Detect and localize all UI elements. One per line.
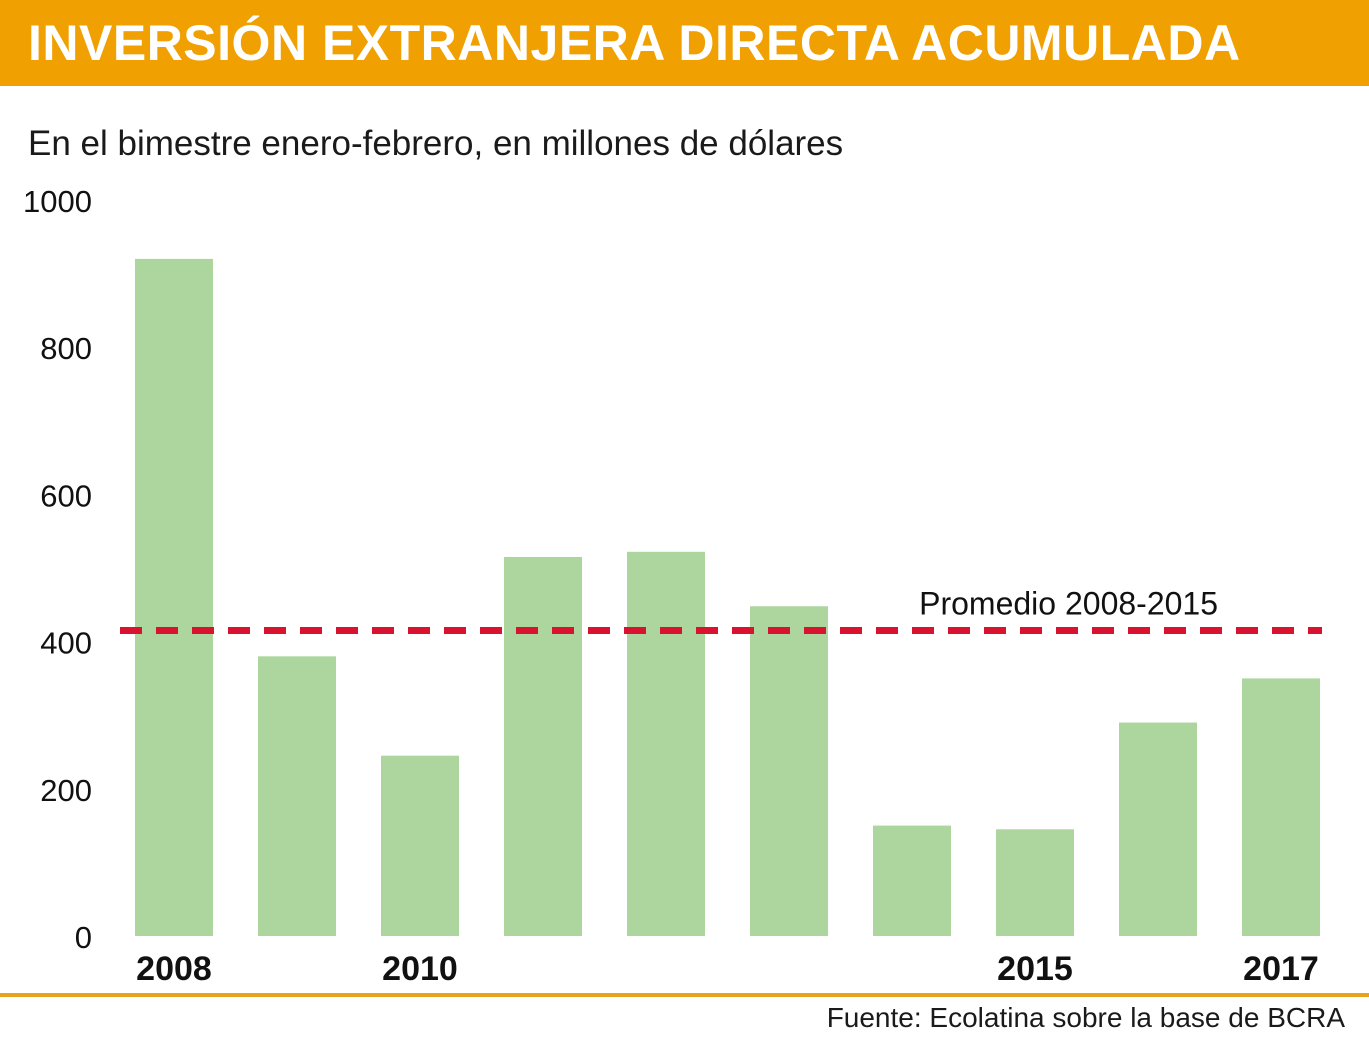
- bar-2012: [627, 551, 705, 936]
- chart-subtitle: En el bimestre enero-febrero, en millone…: [28, 124, 844, 163]
- x-tick-label: 2017: [1243, 950, 1319, 988]
- y-tick-label: 200: [40, 773, 92, 808]
- bar-2008: [135, 258, 213, 936]
- bar-2015: [996, 829, 1074, 936]
- bar-2009: [258, 656, 336, 936]
- bar-2017: [1242, 678, 1320, 936]
- bar-2011: [504, 556, 582, 936]
- chart-title: INVERSIÓN EXTRANJERA DIRECTA ACUMULADA: [28, 15, 1241, 71]
- bar-2013: [750, 606, 828, 936]
- y-tick-label: 1000: [23, 184, 92, 219]
- bars-group: [135, 258, 1320, 936]
- x-tick-label: 2010: [382, 950, 458, 988]
- header-band: [0, 0, 1369, 86]
- y-tick-label: 600: [40, 478, 92, 513]
- y-tick-label: 800: [40, 331, 92, 366]
- average-label: Promedio 2008-2015: [919, 586, 1218, 622]
- footer-rule: [0, 993, 1369, 997]
- x-tick-label: 2015: [997, 950, 1073, 988]
- y-tick-label: 0: [75, 920, 92, 955]
- x-tick-label: 2008: [136, 950, 212, 988]
- x-axis-ticks: 2008 2010 2015 2017: [136, 950, 1319, 988]
- bar-2016: [1119, 722, 1197, 936]
- y-tick-label: 400: [40, 626, 92, 661]
- y-axis-ticks: 0 200 400 600 800 1000: [23, 184, 92, 955]
- bar-2010: [381, 755, 459, 936]
- bar-2014: [873, 825, 951, 936]
- source-note: Fuente: Ecolatina sobre la base de BCRA: [826, 1002, 1345, 1033]
